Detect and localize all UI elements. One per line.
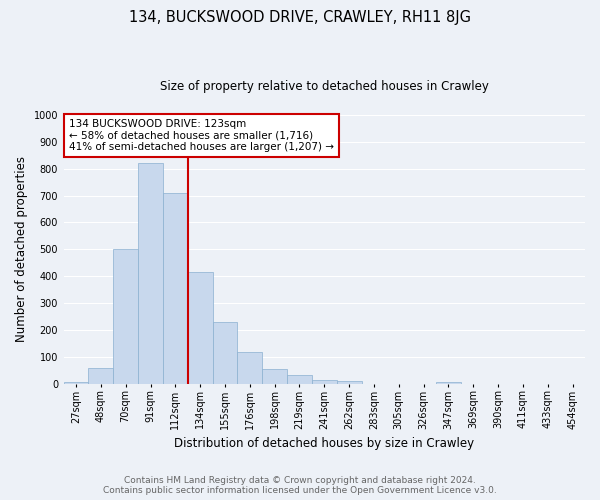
Y-axis label: Number of detached properties: Number of detached properties <box>15 156 28 342</box>
Bar <box>337 380 362 384</box>
Bar <box>312 380 337 384</box>
Text: 134, BUCKSWOOD DRIVE, CRAWLEY, RH11 8JG: 134, BUCKSWOOD DRIVE, CRAWLEY, RH11 8JG <box>129 10 471 25</box>
Text: Contains HM Land Registry data © Crown copyright and database right 2024.
Contai: Contains HM Land Registry data © Crown c… <box>103 476 497 495</box>
Bar <box>212 322 238 384</box>
Bar <box>163 193 188 384</box>
X-axis label: Distribution of detached houses by size in Crawley: Distribution of detached houses by size … <box>174 437 475 450</box>
Bar <box>436 382 461 384</box>
Bar <box>138 164 163 384</box>
Bar <box>64 382 88 384</box>
Title: Size of property relative to detached houses in Crawley: Size of property relative to detached ho… <box>160 80 489 93</box>
Bar <box>88 368 113 384</box>
Bar <box>113 250 138 384</box>
Text: 134 BUCKSWOOD DRIVE: 123sqm
← 58% of detached houses are smaller (1,716)
41% of : 134 BUCKSWOOD DRIVE: 123sqm ← 58% of det… <box>69 119 334 152</box>
Bar <box>262 369 287 384</box>
Bar <box>188 272 212 384</box>
Bar <box>238 352 262 384</box>
Bar <box>287 375 312 384</box>
